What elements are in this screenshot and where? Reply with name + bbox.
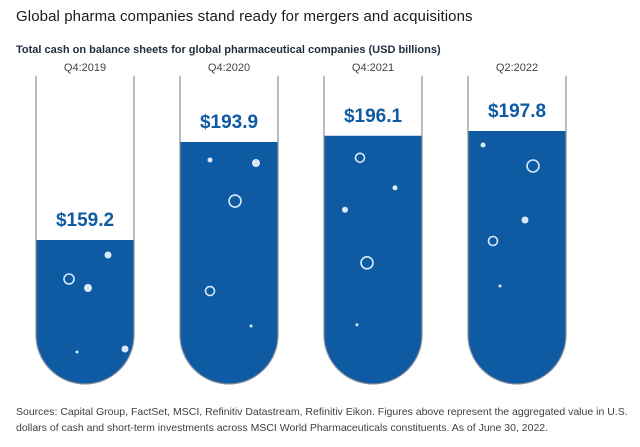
- bar-Q4:2019: [36, 240, 134, 384]
- bubble: [342, 206, 348, 213]
- tube-outline: [35, 76, 135, 385]
- bubble: [249, 324, 253, 328]
- bubble: [498, 284, 502, 288]
- data-label: $197.8: [488, 101, 546, 122]
- bubble: [207, 157, 213, 163]
- bubble: [521, 216, 529, 224]
- bubble: [354, 152, 366, 164]
- bubble: [63, 273, 75, 285]
- bubble: [487, 235, 499, 247]
- bubble: [360, 256, 374, 270]
- data-label: $193.9: [200, 112, 258, 133]
- bubble: [355, 323, 359, 327]
- bubble: [104, 251, 112, 259]
- tube-3: Q4:2021 $196.1: [323, 62, 423, 385]
- bubble: [75, 350, 79, 354]
- tube-4: Q2:2022 $197.8: [467, 62, 567, 385]
- tube-outline: [467, 76, 567, 385]
- page-title: Global pharma companies stand ready for …: [16, 8, 473, 25]
- bar-Q2:2022: [468, 131, 566, 384]
- tube-outline: [179, 76, 279, 385]
- footnote: Sources: Capital Group, FactSet, MSCI, R…: [16, 406, 628, 434]
- category-label: Q4:2019: [64, 62, 106, 74]
- bubble: [480, 142, 486, 148]
- bubble: [121, 345, 129, 353]
- bubble: [204, 285, 216, 297]
- category-label: Q4:2021: [352, 62, 394, 74]
- bubble: [392, 185, 398, 191]
- bubble: [526, 159, 540, 173]
- category-label: Q2:2022: [496, 62, 538, 74]
- bar-Q4:2020: [180, 142, 278, 384]
- data-label: $196.1: [344, 106, 403, 127]
- data-label: $159.2: [56, 210, 114, 231]
- bubble: [84, 284, 92, 292]
- tube-2: Q4:2020 $193.9: [179, 62, 279, 385]
- test-tube-chart: Q4:2019$159.2Q4:2020$193.9Q4:2021$196.1Q…: [35, 62, 567, 385]
- bubble: [252, 159, 260, 168]
- bubble: [228, 194, 242, 208]
- tube-1: Q4:2019 $159.2: [35, 62, 135, 385]
- category-label: Q4:2020: [208, 62, 250, 74]
- chart-subtitle: Total cash on balance sheets for global …: [16, 44, 441, 56]
- tube-outline: [323, 76, 423, 385]
